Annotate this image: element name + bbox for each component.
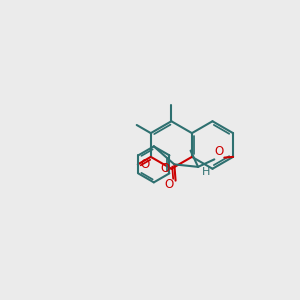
Text: O: O: [164, 178, 173, 191]
Text: O: O: [215, 145, 224, 158]
Text: H: H: [201, 167, 210, 177]
Text: O: O: [141, 158, 150, 171]
Text: O: O: [160, 162, 170, 175]
